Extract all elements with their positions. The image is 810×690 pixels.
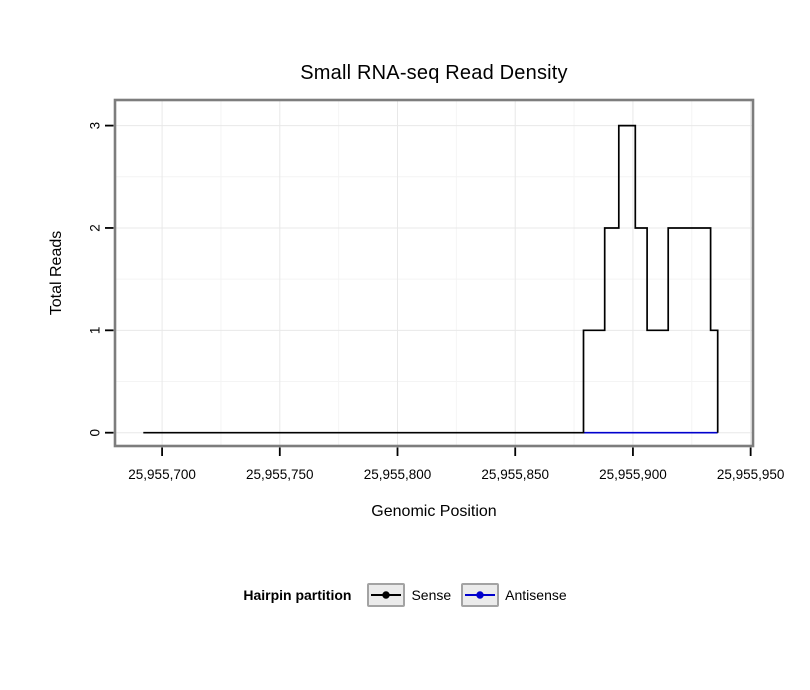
panel-border xyxy=(113,98,755,448)
legend-label-sense: Sense xyxy=(411,587,452,603)
y-tick-label: 3 xyxy=(88,122,103,130)
x-tick-label: 25,955,900 xyxy=(599,467,667,482)
sense-line xyxy=(143,124,719,434)
legend-key-antisense-icon xyxy=(461,583,500,607)
legend-entry-antisense: Antisense xyxy=(461,583,567,607)
x-tick-label: 25,955,750 xyxy=(246,467,314,482)
y-tick-label: 0 xyxy=(88,429,103,437)
legend-label-antisense: Antisense xyxy=(505,587,567,603)
y-axis-title: Total Reads xyxy=(48,230,65,316)
y-tick-label: 1 xyxy=(88,327,103,335)
legend: Hairpin partition Sense Antisense xyxy=(0,583,810,607)
legend-key-sense-icon xyxy=(367,583,406,607)
x-tick-label: 25,955,950 xyxy=(717,467,785,482)
plot-panel xyxy=(115,100,753,446)
legend-title: Hairpin partition xyxy=(243,587,352,603)
x-axis-title: Genomic Position xyxy=(371,503,497,520)
x-tick-label: 25,955,700 xyxy=(128,467,196,482)
x-tick-label: 25,955,850 xyxy=(481,467,549,482)
x-tick-label: 25,955,800 xyxy=(364,467,432,482)
legend-entry-sense: Sense xyxy=(367,583,451,607)
y-tick-label: 2 xyxy=(88,224,103,232)
chart-title: Small RNA-seq Read Density xyxy=(300,62,568,84)
